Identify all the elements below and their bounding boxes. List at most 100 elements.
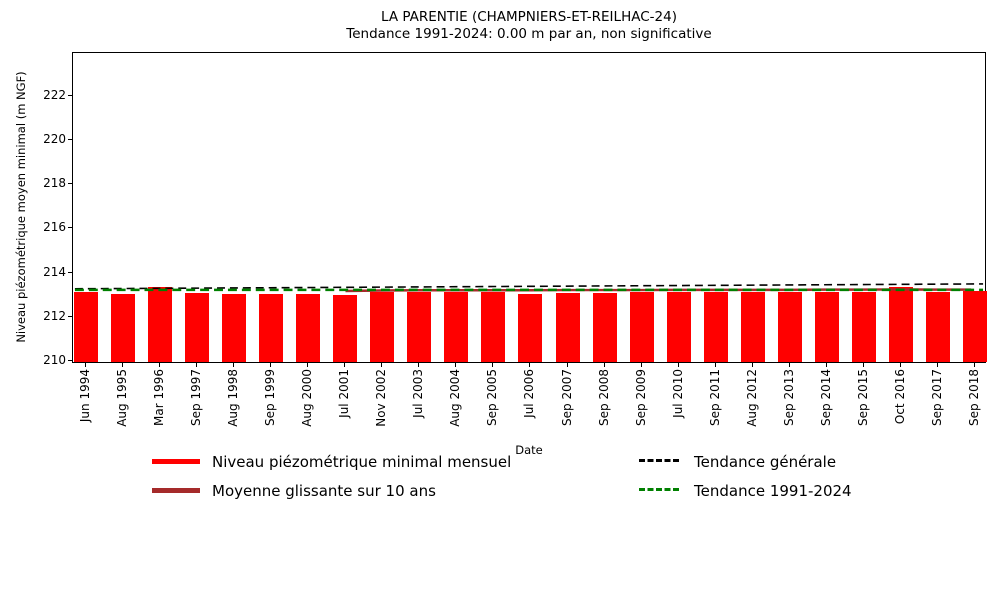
- bar: [333, 294, 358, 362]
- general-trend-line: [74, 283, 984, 290]
- y-tick-mark: [68, 139, 72, 141]
- bar: [592, 292, 617, 362]
- x-tick-mark: [825, 363, 827, 367]
- y-tick-mark: [68, 95, 72, 97]
- y-tick-mark: [68, 227, 72, 229]
- moving-average-line: [345, 288, 972, 293]
- x-tick-mark: [788, 363, 790, 367]
- x-tick-label: Jun 1994: [78, 369, 92, 423]
- x-tick-mark: [492, 363, 494, 367]
- x-tick-label: Aug 2012: [744, 369, 759, 427]
- y-tick-mark: [68, 183, 72, 185]
- bar: [407, 291, 432, 362]
- y-tick-label: 220: [43, 132, 66, 147]
- x-tick-label: Sep 2007: [559, 369, 574, 426]
- bars-layer: [73, 53, 987, 362]
- x-tick-mark: [529, 363, 531, 367]
- legend-swatch-moving-average-line: [152, 488, 200, 493]
- x-tick-label: Sep 2015: [855, 369, 870, 426]
- x-tick-label: Sep 2008: [596, 369, 611, 426]
- legend-swatch-monthly-min-line: [152, 459, 200, 464]
- bar: [259, 293, 284, 362]
- bar: [888, 287, 913, 362]
- x-tick-label: Jul 2001: [337, 369, 352, 418]
- x-tick-mark: [455, 363, 457, 367]
- bar: [111, 293, 136, 362]
- y-tick-label: 216: [43, 220, 66, 235]
- bar: [518, 293, 543, 362]
- x-tick-label: Aug 2004: [448, 369, 463, 427]
- x-tick-label: Sep 2017: [929, 369, 944, 426]
- x-tick-label: Aug 1998: [226, 369, 241, 427]
- x-tick-mark: [566, 363, 568, 367]
- x-tick-mark: [85, 363, 86, 367]
- bar: [370, 291, 395, 362]
- bar: [444, 291, 469, 362]
- y-tick-label: 222: [43, 88, 66, 103]
- legend-swatch-trend-1991-2024-line: [639, 488, 679, 491]
- y-tick-label: 210: [43, 352, 66, 367]
- plot-area: [72, 52, 987, 363]
- y-axis-title: Niveau piézométrique moyen minimal (m NG…: [14, 71, 28, 343]
- x-tick-label: Sep 2011: [707, 369, 722, 426]
- x-tick-mark: [677, 363, 679, 367]
- x-tick-label: Sep 2018: [966, 369, 981, 426]
- y-tick-mark: [68, 359, 72, 361]
- chart-title-block: LA PARENTIE (CHAMPNIERS-ET-REILHAC-24) T…: [72, 9, 986, 43]
- legend-label-monthly-min: Niveau piézométrique minimal mensuel: [212, 453, 512, 471]
- lines-layer: [74, 283, 984, 293]
- x-tick-label: Sep 2013: [781, 369, 796, 426]
- x-tick-mark: [751, 363, 753, 367]
- x-tick-mark: [973, 363, 975, 367]
- x-tick-mark: [714, 363, 716, 367]
- x-tick-mark: [603, 363, 605, 367]
- x-tick-mark: [381, 363, 383, 367]
- bar: [74, 291, 98, 362]
- chart-title: LA PARENTIE (CHAMPNIERS-ET-REILHAC-24): [381, 9, 677, 25]
- x-tick-mark: [344, 363, 346, 367]
- x-tick-label: Sep 2005: [485, 369, 500, 426]
- x-tick-mark: [122, 363, 124, 367]
- legend-swatch-general-trend-line: [639, 459, 679, 462]
- x-tick-mark: [899, 363, 901, 367]
- x-tick-mark: [862, 363, 864, 367]
- x-tick-label: Jul 2006: [522, 369, 537, 418]
- x-tick-label: Jul 2003: [411, 369, 426, 418]
- bar: [296, 293, 321, 362]
- x-tick-mark: [196, 363, 198, 367]
- bar: [925, 291, 950, 362]
- x-tick-label: Oct 2016: [892, 369, 907, 425]
- x-tick-label: Sep 1999: [263, 369, 278, 426]
- bar: [629, 291, 654, 362]
- bar: [555, 292, 580, 362]
- x-tick-mark: [418, 363, 420, 367]
- chart-subtitle: Tendance 1991-2024: 0.00 m par an, non s…: [346, 26, 712, 42]
- x-tick-mark: [307, 363, 309, 367]
- x-tick-mark: [233, 363, 235, 367]
- bar: [481, 291, 506, 362]
- y-tick-label: 214: [43, 264, 66, 279]
- y-tick-mark: [68, 271, 72, 273]
- x-tick-label: Sep 1997: [189, 369, 204, 426]
- x-tick-mark: [936, 363, 938, 367]
- bar: [962, 290, 987, 362]
- bar: [777, 291, 802, 362]
- x-tick-label: Nov 2002: [374, 369, 389, 427]
- x-tick-label: Aug 2000: [300, 369, 315, 427]
- bar: [185, 292, 210, 362]
- x-tick-label: Jul 2010: [670, 369, 685, 418]
- x-tick-label: Sep 2009: [633, 369, 648, 426]
- legend-label-general-trend: Tendance générale: [694, 453, 837, 471]
- bar: [814, 291, 839, 362]
- legend-label-trend-1991-2024: Tendance 1991-2024: [694, 482, 852, 500]
- x-tick-mark: [640, 363, 642, 367]
- y-tick-mark: [68, 315, 72, 317]
- x-tick-mark: [159, 363, 161, 367]
- bar: [740, 291, 765, 362]
- bar: [148, 287, 173, 362]
- bar: [851, 291, 876, 362]
- y-tick-label: 212: [43, 308, 66, 323]
- x-tick-label: Mar 1996: [152, 369, 167, 426]
- x-tick-mark: [270, 363, 272, 367]
